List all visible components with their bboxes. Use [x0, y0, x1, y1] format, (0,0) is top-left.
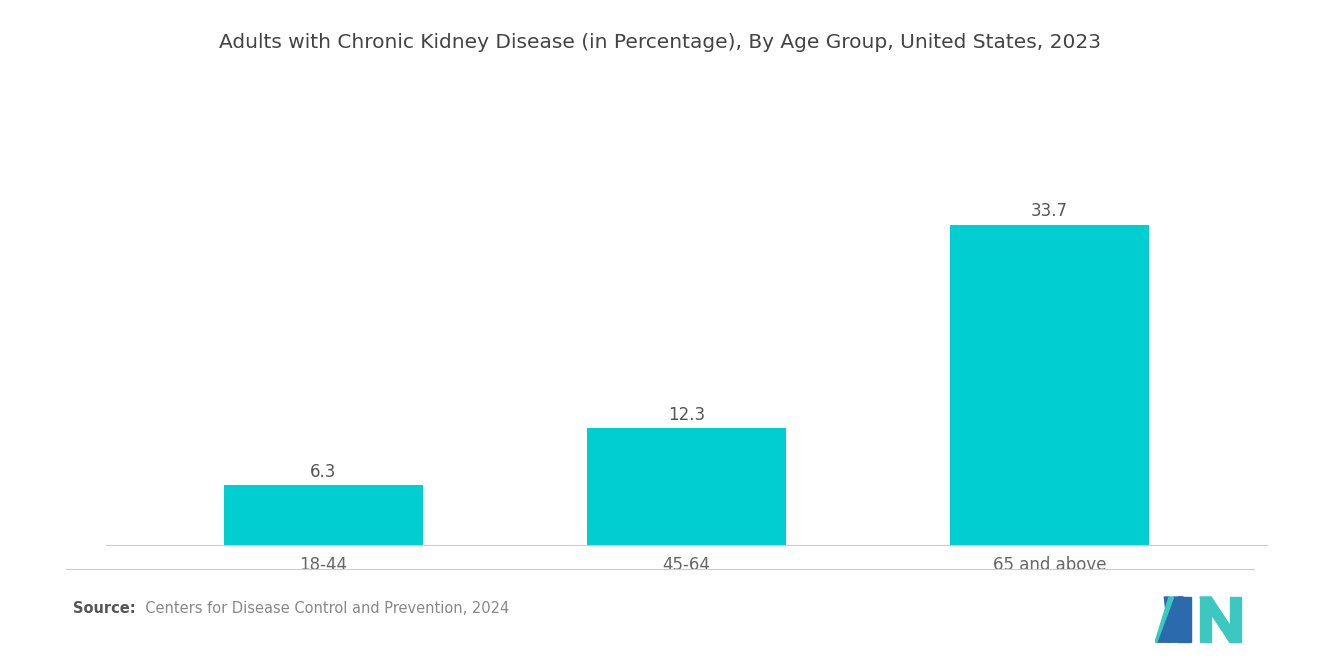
Polygon shape — [1179, 597, 1191, 642]
Polygon shape — [1230, 597, 1241, 642]
Text: 33.7: 33.7 — [1031, 202, 1068, 220]
Bar — [223, 485, 424, 545]
Polygon shape — [1156, 597, 1183, 642]
Polygon shape — [1200, 597, 1241, 642]
Polygon shape — [1155, 597, 1173, 642]
Text: Source:: Source: — [73, 601, 135, 616]
Text: 12.3: 12.3 — [668, 406, 705, 424]
Bar — [949, 225, 1150, 545]
Bar — [586, 428, 787, 545]
Text: 6.3: 6.3 — [310, 463, 337, 481]
Text: Adults with Chronic Kidney Disease (in Percentage), By Age Group, United States,: Adults with Chronic Kidney Disease (in P… — [219, 33, 1101, 53]
Polygon shape — [1164, 597, 1183, 642]
Polygon shape — [1200, 597, 1212, 642]
Text: Centers for Disease Control and Prevention, 2024: Centers for Disease Control and Preventi… — [136, 601, 510, 616]
